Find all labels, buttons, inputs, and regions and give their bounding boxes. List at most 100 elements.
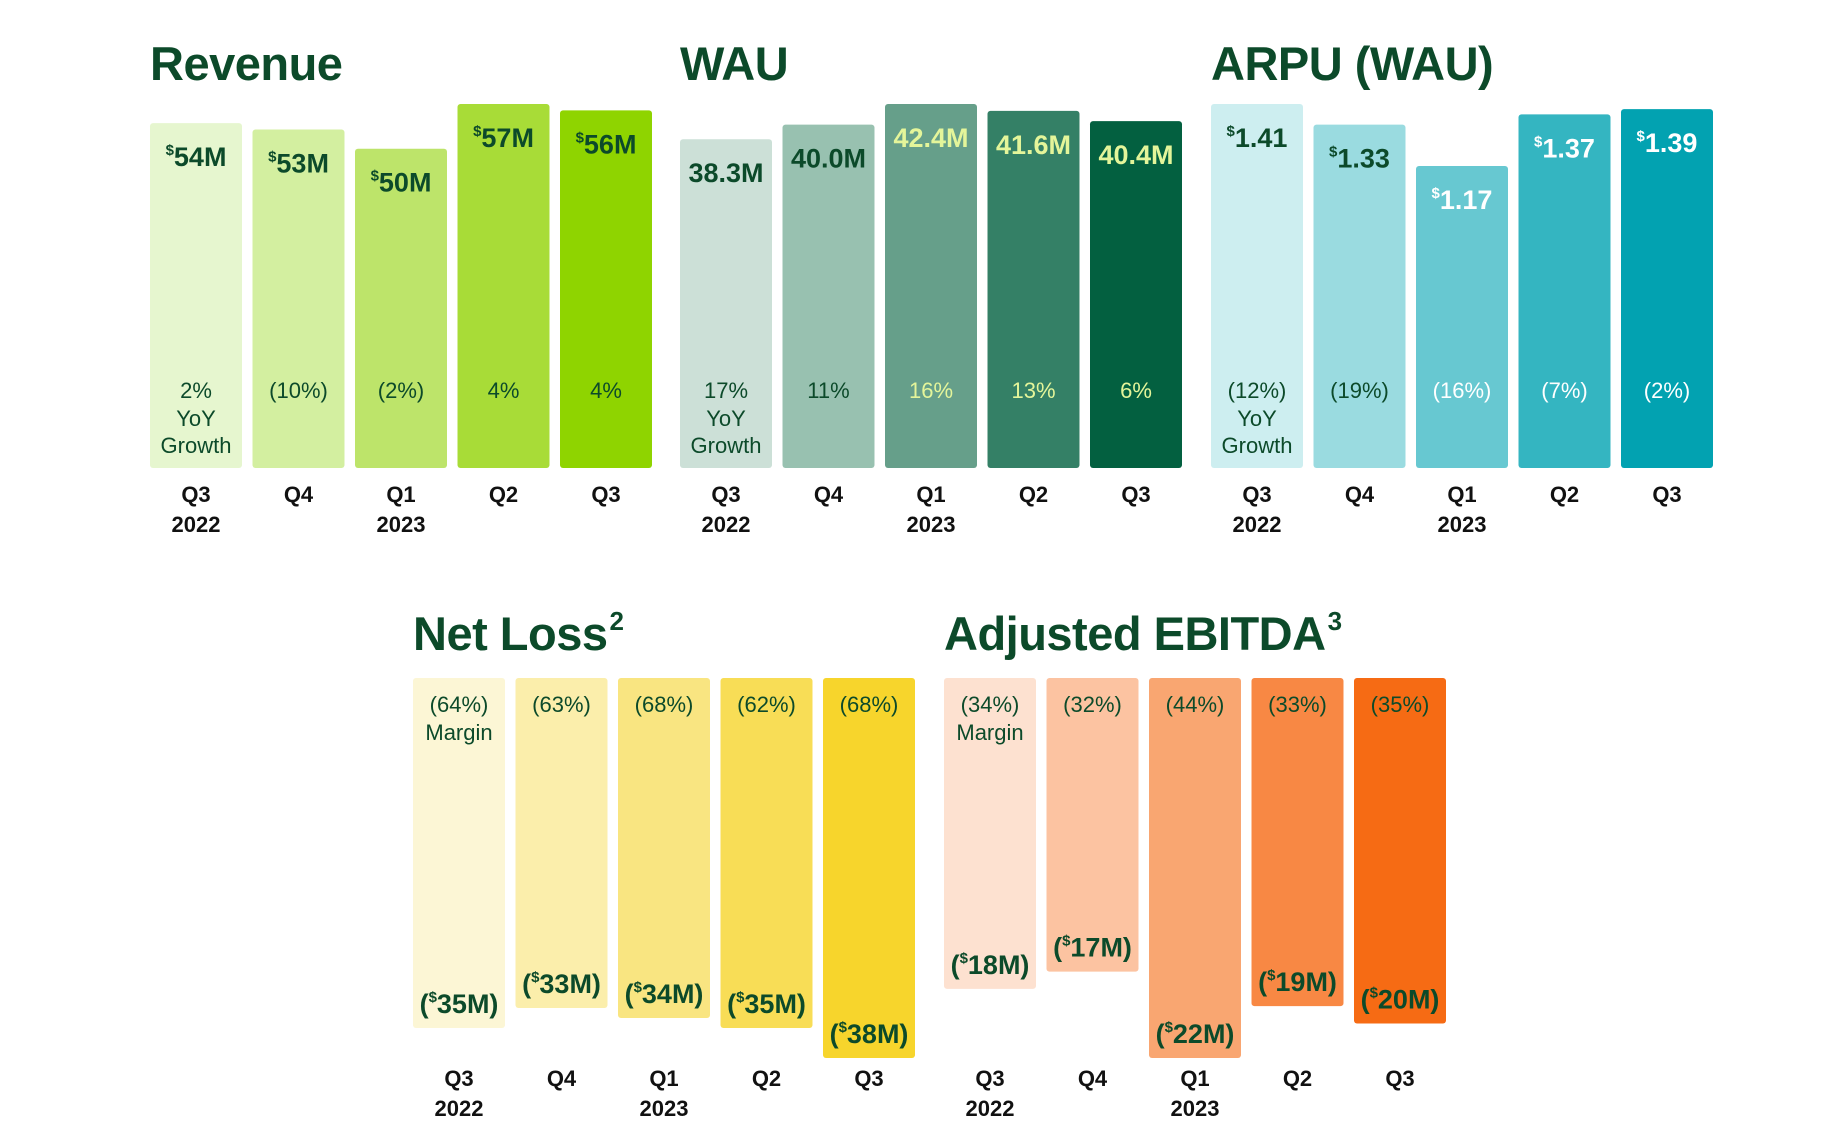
bar-value-label: $53M xyxy=(268,149,329,179)
x-tick-quarter: Q1 xyxy=(649,1066,678,1091)
bar-value-label: $1.41 xyxy=(1227,123,1288,153)
growth-label: (2%) xyxy=(1644,378,1690,403)
bar-value-label: ($38M) xyxy=(830,1019,909,1049)
bar xyxy=(944,678,1036,989)
x-tick-quarter: Q3 xyxy=(1385,1066,1414,1091)
ebitda-chart: (34%)Margin($18M)Q32022(32%)($17M)Q4(44%… xyxy=(944,678,1446,1121)
x-tick-quarter: Q4 xyxy=(1345,482,1375,507)
margin-label: (68%) xyxy=(635,692,694,717)
bar xyxy=(618,678,710,1018)
x-tick-quarter: Q2 xyxy=(489,482,518,507)
bar-value-label: $1.33 xyxy=(1329,144,1390,174)
x-tick-quarter: Q3 xyxy=(975,1066,1004,1091)
x-tick-quarter: Q1 xyxy=(1180,1066,1209,1091)
bar-value-label: 42.4M xyxy=(893,123,968,153)
growth-caption: YoY xyxy=(1237,406,1277,431)
bar xyxy=(560,110,652,469)
bar-value-label: ($35M) xyxy=(727,989,806,1019)
margin-label: (34%) xyxy=(961,692,1020,717)
bar xyxy=(680,139,772,468)
growth-label: (16%) xyxy=(1433,378,1492,403)
bar-value-label: 40.4M xyxy=(1098,140,1173,170)
margin-label: (62%) xyxy=(737,692,796,717)
net-loss-panel: Net Loss2 (64%) Margin ($35M) Q3 2022 (63%) ($… xyxy=(413,606,915,1128)
x-tick-quarter: Q1 xyxy=(1447,482,1476,507)
margin-caption: Margin xyxy=(956,720,1023,745)
bar xyxy=(515,678,608,1008)
bar xyxy=(823,678,915,1058)
growth-label: 4% xyxy=(590,378,622,403)
bar xyxy=(1313,124,1406,469)
growth-caption: Growth xyxy=(691,433,762,458)
x-tick-quarter: Q4 xyxy=(547,1066,577,1091)
bar-value-label: $1.37 xyxy=(1534,133,1595,163)
growth-label: 2% xyxy=(180,378,212,403)
bar xyxy=(720,678,813,1028)
x-tick-year: 2023 xyxy=(1171,1096,1220,1121)
x-tick-quarter: Q4 xyxy=(1078,1066,1108,1091)
net-loss-title: Net Loss2 xyxy=(413,606,624,660)
bar-value-label: ($20M) xyxy=(1361,984,1440,1014)
margin-label: (64%) xyxy=(430,692,489,717)
bar xyxy=(885,104,977,468)
bar xyxy=(1211,104,1303,468)
growth-label: 17% xyxy=(704,378,748,403)
x-tick-quarter: Q3 xyxy=(181,482,210,507)
arpu-title: ARPU (WAU) xyxy=(1211,37,1494,90)
growth-label: 13% xyxy=(1011,378,1055,403)
growth-caption: YoY xyxy=(176,406,216,431)
bar xyxy=(150,123,242,468)
bar-value-label: $1.17 xyxy=(1432,185,1493,215)
x-tick-quarter: Q4 xyxy=(284,482,314,507)
bar-value-label: 41.6M xyxy=(996,130,1071,160)
x-tick-year: 2023 xyxy=(907,512,956,537)
x-tick-year: 2022 xyxy=(702,512,751,537)
growth-label: 6% xyxy=(1120,378,1152,403)
bar xyxy=(1416,165,1508,468)
bar xyxy=(413,678,505,1028)
bar-value-label: $57M xyxy=(473,123,534,153)
growth-label: (10%) xyxy=(269,378,328,403)
growth-label: (7%) xyxy=(1541,378,1587,403)
bar-value-label: 38.3M xyxy=(688,158,763,188)
x-tick-quarter: Q1 xyxy=(916,482,945,507)
growth-caption: Growth xyxy=(161,433,232,458)
bar-value-label: $56M xyxy=(576,129,637,159)
margin-label: (68%) xyxy=(840,692,899,717)
growth-label: 11% xyxy=(807,378,849,403)
x-tick-year: 2022 xyxy=(172,512,221,537)
growth-label: (12%) xyxy=(1228,378,1287,403)
x-tick-year: 2022 xyxy=(1233,512,1282,537)
wau-panel: WAU 38.3M 17% YoY Growth Q3 2022 40.0M 11% Q4 42.… xyxy=(680,38,1182,538)
margin-caption: Margin xyxy=(425,720,492,745)
growth-caption: Growth xyxy=(1222,433,1293,458)
x-tick-quarter: Q3 xyxy=(1121,482,1150,507)
x-tick-year: 2023 xyxy=(377,512,426,537)
bar-value-label: ($19M) xyxy=(1258,967,1337,997)
bar xyxy=(1354,678,1446,1024)
x-tick-quarter: Q1 xyxy=(386,482,415,507)
bar xyxy=(355,148,447,468)
margin-label: (33%) xyxy=(1268,692,1327,717)
bar xyxy=(1090,121,1182,469)
arpu-panel: ARPU (WAU) $1.41 (12%) YoY Growth Q3 2022 $1.3… xyxy=(1211,37,1713,538)
bar xyxy=(782,124,875,469)
growth-label: (19%) xyxy=(1330,378,1389,403)
revenue-panel: Revenue $54M 2% YoY Growth Q3 2022 $53M (10%) Q4… xyxy=(150,37,652,538)
margin-label: (44%) xyxy=(1166,692,1225,717)
bar-value-label: $1.39 xyxy=(1637,128,1698,158)
x-tick-quarter: Q3 xyxy=(1242,482,1271,507)
bar xyxy=(1518,114,1611,469)
bar-value-label: $50M xyxy=(371,168,432,198)
x-tick-year: 2023 xyxy=(640,1096,689,1121)
growth-caption: YoY xyxy=(706,406,746,431)
x-tick-year: 2023 xyxy=(1438,512,1487,537)
margin-label: (32%) xyxy=(1063,692,1122,717)
bar xyxy=(457,104,550,468)
bar-value-label: 40.0M xyxy=(791,144,866,174)
margin-label: (63%) xyxy=(532,692,591,717)
revenue-title: Revenue xyxy=(150,37,343,90)
